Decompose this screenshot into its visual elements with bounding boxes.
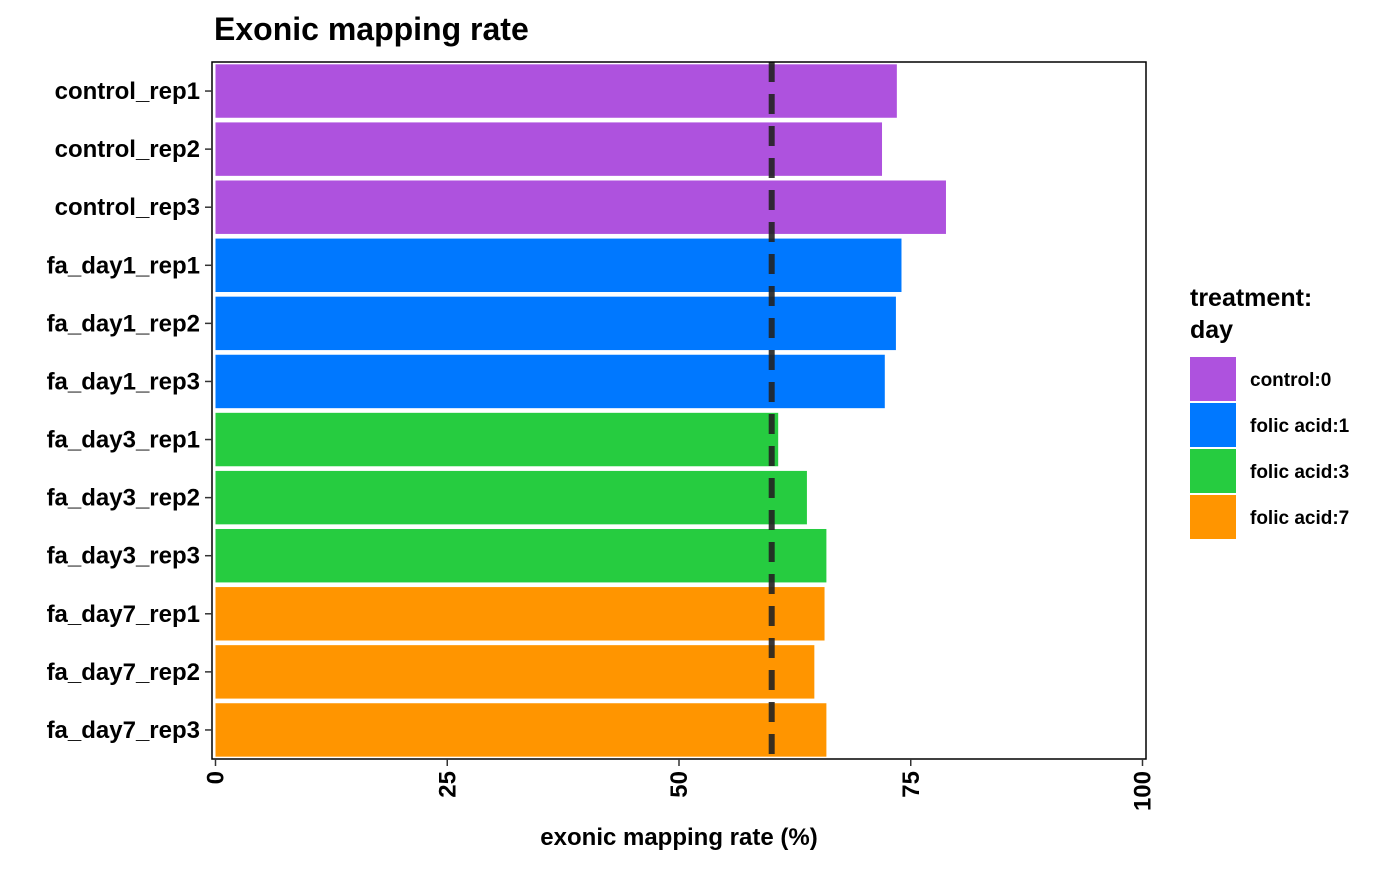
y-tick-label: fa_day3_rep3	[47, 543, 200, 570]
y-tick-label: fa_day7_rep1	[47, 601, 200, 628]
bar-fa_day1_rep2	[215, 296, 896, 351]
x-tick-label: 100	[1130, 771, 1157, 811]
x-axis: 0 25 50 75 100	[203, 759, 1157, 811]
bar-control_rep3	[215, 180, 946, 234]
legend-label: control:0	[1250, 370, 1331, 391]
x-tick-label: 50	[666, 771, 693, 798]
legend-swatch	[1190, 403, 1236, 447]
legend-title: treatment:	[1190, 284, 1312, 312]
legend-label: folic acid:7	[1250, 508, 1349, 529]
bar-fa_day7_rep2	[215, 645, 815, 699]
x-tick-label: 0	[203, 771, 230, 784]
y-tick-label: control_rep1	[55, 78, 200, 105]
bar-fa_day3_rep2	[215, 470, 807, 525]
y-tick-label: fa_day1_rep1	[47, 252, 200, 279]
legend-title: day	[1190, 316, 1233, 344]
legend-label: folic acid:1	[1250, 416, 1350, 437]
y-tick-label: fa_day1_rep2	[47, 310, 200, 337]
y-tick-label: fa_day1_rep3	[47, 368, 200, 395]
y-axis: control_rep1 control_rep2 control_rep3 fa_d…	[47, 78, 212, 744]
bar-fa_day3_rep3	[215, 528, 827, 583]
y-tick-label: fa_day7_rep3	[47, 717, 200, 744]
y-tick-label: fa_day3_rep2	[47, 485, 200, 512]
y-tick-label: control_rep2	[55, 136, 200, 163]
bar-fa_day1_rep1	[215, 238, 902, 293]
x-tick-label: 25	[434, 771, 461, 798]
bar-fa_day3_rep1	[215, 412, 779, 467]
y-tick-label: control_rep3	[55, 194, 200, 221]
legend-swatch	[1190, 357, 1236, 401]
bar-fa_day7_rep1	[215, 587, 825, 641]
bar-control_rep1	[215, 64, 897, 118]
legend-swatch	[1190, 495, 1236, 539]
x-axis-label: exonic mapping rate (%)	[540, 824, 817, 851]
bar-fa_day7_rep3	[215, 703, 827, 757]
bar-fa_day1_rep3	[215, 354, 885, 409]
legend: treatment: day control:0 folic acid:1 folic …	[1190, 284, 1350, 539]
x-tick-label: 75	[898, 771, 925, 798]
bar-control_rep2	[215, 122, 883, 176]
legend-swatch	[1190, 449, 1236, 493]
legend-label: folic acid:3	[1250, 462, 1349, 483]
bars-group	[215, 64, 946, 757]
y-tick-label: fa_day3_rep1	[47, 427, 200, 454]
y-tick-label: fa_day7_rep2	[47, 659, 200, 686]
chart-title: Exonic mapping rate	[214, 11, 529, 47]
